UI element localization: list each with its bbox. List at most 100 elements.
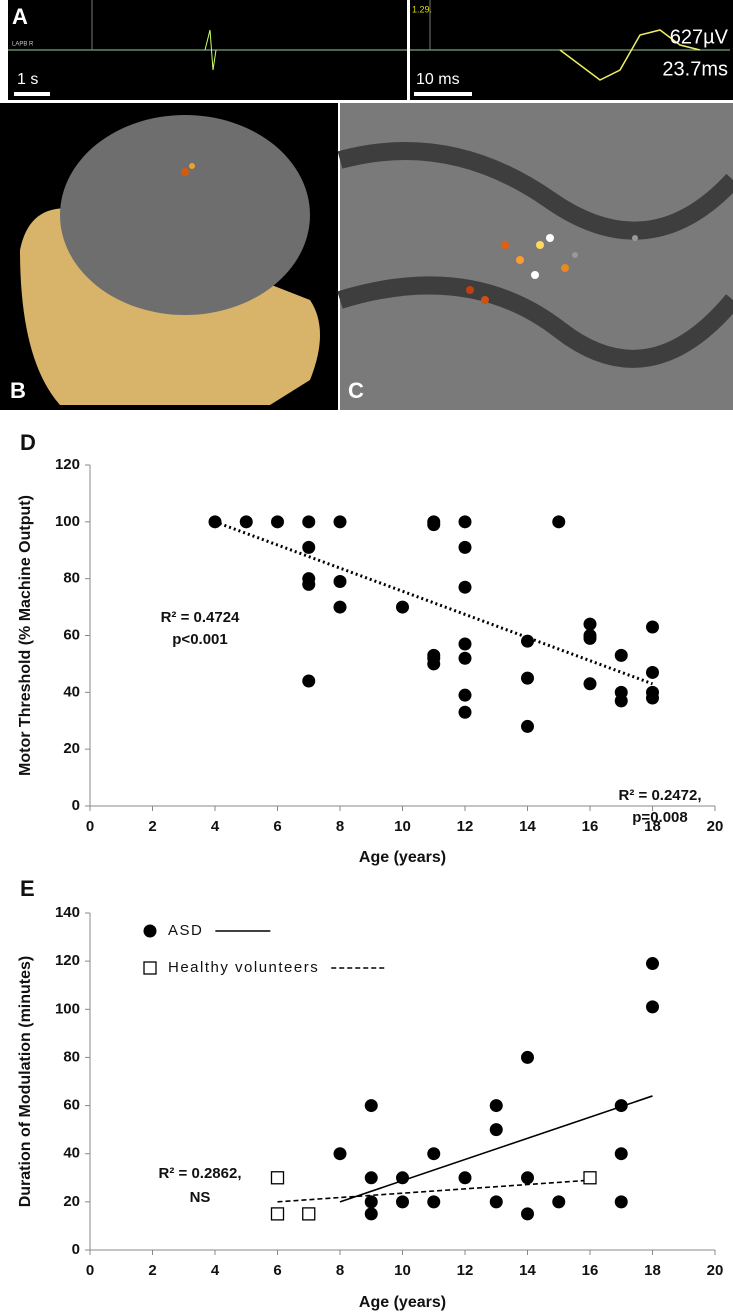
x-tick-label: 14: [519, 818, 536, 835]
point: [302, 674, 315, 687]
point: [490, 1099, 503, 1112]
point: [365, 1207, 378, 1220]
point: [584, 618, 597, 631]
point: [615, 649, 628, 662]
panel-label: E: [20, 876, 35, 901]
x-tick-label: 10: [394, 818, 411, 835]
channel: LAPB R: [12, 42, 34, 48]
x-axis-title: Age (years): [359, 1294, 446, 1311]
point: [459, 638, 472, 651]
point: [302, 515, 315, 528]
y-tick-label: 20: [63, 740, 80, 757]
brain-surface: [60, 115, 310, 315]
point: [302, 541, 315, 554]
scale-bar: [414, 92, 472, 96]
panel-label: A: [12, 4, 28, 29]
x-tick-label: 14: [519, 1262, 536, 1279]
x-tick-label: 20: [707, 818, 724, 835]
x-tick-label: 10: [394, 1262, 411, 1279]
x-axis-title: Age (years): [359, 849, 446, 866]
point: [521, 720, 534, 733]
point: [459, 706, 472, 719]
point: [615, 1099, 628, 1112]
legend-label: Healthy volunteers: [168, 959, 319, 976]
x-tick-label: 12: [457, 818, 474, 835]
annotation: p<0.001: [172, 631, 227, 648]
y-tick-label: 40: [63, 1145, 80, 1162]
scale-label: 10 ms: [416, 71, 460, 88]
point: [521, 635, 534, 648]
x-tick-label: 0: [86, 818, 94, 835]
annotation: R² = 0.2472,: [619, 787, 702, 804]
point: [521, 1207, 534, 1220]
x-tick-label: 8: [336, 1262, 344, 1279]
stim-site: [189, 163, 195, 169]
point: [334, 1147, 347, 1160]
y-tick-label: 40: [63, 683, 80, 700]
point: [365, 1099, 378, 1112]
point: [303, 1208, 315, 1220]
point: [272, 1208, 284, 1220]
y-tick-label: 60: [63, 626, 80, 643]
point: [646, 666, 659, 679]
y-tick-label: 0: [72, 797, 80, 814]
x-tick-label: 6: [273, 1262, 281, 1279]
point: [615, 694, 628, 707]
point: [521, 672, 534, 685]
point: [396, 601, 409, 614]
point: [552, 515, 565, 528]
point: [584, 677, 597, 690]
point: [365, 1171, 378, 1184]
point: [459, 515, 472, 528]
point: [646, 620, 659, 633]
panel-label: C: [348, 378, 364, 403]
point: [272, 1172, 284, 1184]
point: [240, 515, 253, 528]
point: [396, 1171, 409, 1184]
x-tick-label: 4: [211, 818, 220, 835]
scale-bar: [14, 92, 50, 96]
panel-label: B: [10, 378, 26, 403]
point: [584, 1172, 596, 1184]
x-tick-label: 8: [336, 818, 344, 835]
x-tick-label: 16: [582, 818, 599, 835]
legend-label: ASD: [168, 922, 203, 939]
point: [427, 657, 440, 670]
point: [615, 1147, 628, 1160]
point: [427, 518, 440, 531]
panel-label: D: [20, 430, 36, 455]
point: [271, 515, 284, 528]
annotation: p=0.008: [632, 809, 687, 826]
point: [209, 515, 222, 528]
y-tick-label: 0: [72, 1241, 80, 1258]
marker: 1.29.: [412, 4, 432, 14]
y-tick-label: 100: [55, 513, 80, 530]
x-tick-label: 16: [582, 1262, 599, 1279]
point: [521, 1171, 534, 1184]
y-tick-label: 60: [63, 1097, 80, 1114]
x-tick-label: 12: [457, 1262, 474, 1279]
y-tick-label: 80: [63, 1048, 80, 1065]
point: [584, 632, 597, 645]
point: [459, 581, 472, 594]
point: [427, 1147, 440, 1160]
point: [334, 515, 347, 528]
y-tick-label: 80: [63, 570, 80, 587]
y-axis-title: Duration of Modulation (minutes): [17, 956, 34, 1208]
annotation: R² = 0.4724: [161, 609, 240, 626]
y-tick-label: 120: [55, 456, 80, 473]
point: [459, 652, 472, 665]
point: [302, 578, 315, 591]
latency: 23.7ms: [662, 58, 728, 80]
point: [646, 692, 659, 705]
point: [396, 1195, 409, 1208]
legend-marker: [144, 962, 156, 974]
annotation: NS: [190, 1189, 211, 1206]
y-axis-title: Motor Threshold (% Machine Output): [17, 495, 34, 776]
x-tick-label: 0: [86, 1262, 94, 1279]
stim-site: [181, 168, 189, 176]
x-tick-label: 20: [707, 1262, 724, 1279]
point: [490, 1195, 503, 1208]
figure: LAPB R 1.29. A 1 s 10 ms 627µV 23.7ms B …: [0, 0, 733, 1315]
point: [552, 1195, 565, 1208]
